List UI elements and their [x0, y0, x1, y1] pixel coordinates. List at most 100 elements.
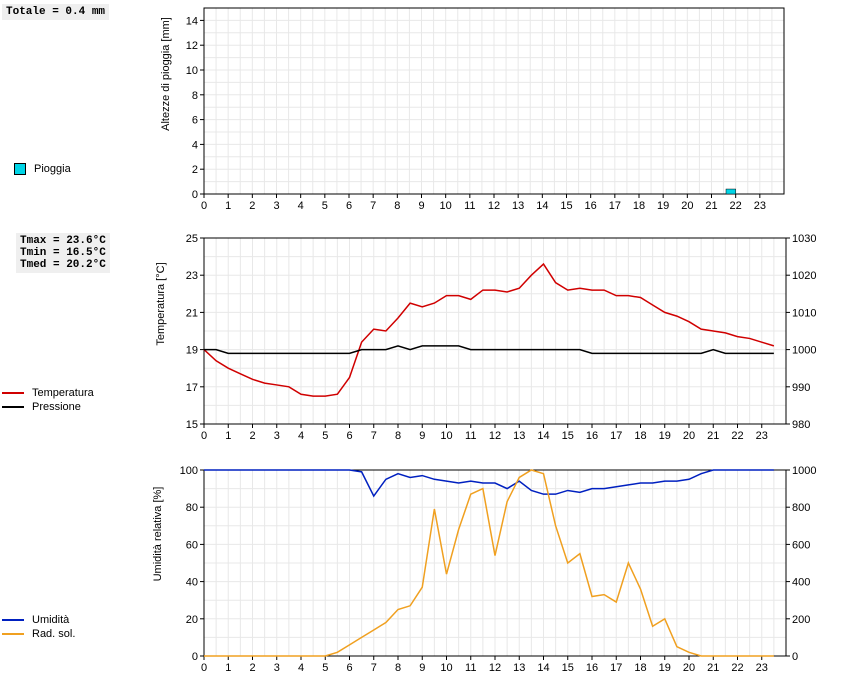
chart2-y-label-left: Temperatura [°C]	[155, 244, 167, 364]
svg-text:22: 22	[731, 662, 743, 674]
rain-total-text: Totale = 0.4 mm	[6, 6, 105, 18]
rain-chart: 0123456789101112131415161718192021222302…	[174, 4, 792, 214]
svg-text:21: 21	[186, 307, 198, 319]
svg-text:12: 12	[186, 40, 198, 52]
svg-text:5: 5	[322, 200, 328, 212]
svg-text:4: 4	[298, 200, 304, 212]
svg-text:13: 13	[513, 430, 525, 442]
svg-text:17: 17	[610, 430, 622, 442]
svg-text:18: 18	[634, 430, 646, 442]
svg-text:2: 2	[249, 430, 255, 442]
legend-temperatura: Temperatura	[2, 387, 94, 399]
svg-text:12: 12	[489, 430, 501, 442]
humidity-rad-chart: 0123456789101112131415161718192021222302…	[174, 466, 826, 676]
temp-stats-box: Tmax = 23.6°C Tmin = 16.5°C Tmed = 20.2°…	[16, 233, 110, 273]
svg-text:1010: 1010	[792, 307, 816, 319]
svg-text:800: 800	[792, 502, 810, 514]
svg-text:1000: 1000	[792, 345, 816, 357]
svg-text:17: 17	[186, 382, 198, 394]
svg-text:3: 3	[274, 662, 280, 674]
legend-temperatura-swatch	[2, 392, 24, 394]
temp-pressure-chart: 0123456789101112131415161718192021222315…	[174, 234, 826, 444]
svg-text:10: 10	[440, 200, 452, 212]
legend-pressione-swatch	[2, 406, 24, 408]
legend-umidita-swatch	[2, 619, 24, 621]
svg-text:10: 10	[186, 65, 198, 77]
legend-pioggia-swatch	[14, 163, 26, 175]
svg-text:1000: 1000	[792, 466, 816, 477]
svg-text:5: 5	[322, 662, 328, 674]
svg-text:23: 23	[186, 270, 198, 282]
svg-text:8: 8	[192, 90, 198, 102]
svg-text:21: 21	[705, 200, 717, 212]
svg-text:10: 10	[440, 662, 452, 674]
svg-text:7: 7	[371, 430, 377, 442]
svg-text:13: 13	[513, 662, 525, 674]
svg-text:17: 17	[609, 200, 621, 212]
svg-text:6: 6	[346, 662, 352, 674]
chart1-y-label: Altezze di pioggia [mm]	[160, 4, 172, 144]
svg-text:0: 0	[192, 189, 198, 201]
svg-text:11: 11	[465, 662, 476, 674]
svg-text:20: 20	[681, 200, 693, 212]
svg-text:12: 12	[489, 662, 501, 674]
svg-text:2: 2	[192, 164, 198, 176]
svg-text:0: 0	[201, 662, 207, 674]
svg-text:11: 11	[465, 430, 476, 442]
svg-text:9: 9	[418, 200, 424, 212]
svg-text:20: 20	[683, 662, 695, 674]
svg-text:20: 20	[186, 614, 198, 626]
svg-text:7: 7	[371, 662, 377, 674]
svg-text:1030: 1030	[792, 234, 816, 245]
svg-text:15: 15	[560, 200, 572, 212]
svg-text:25: 25	[186, 234, 198, 245]
svg-text:1: 1	[225, 200, 231, 212]
chart3-y-label-left: Umidità relativa [%]	[152, 469, 164, 599]
svg-text:13: 13	[512, 200, 524, 212]
svg-text:18: 18	[634, 662, 646, 674]
svg-text:19: 19	[659, 662, 671, 674]
legend-radsol-label: Rad. sol.	[32, 628, 75, 640]
svg-text:4: 4	[192, 139, 198, 151]
svg-text:14: 14	[537, 662, 549, 674]
svg-text:200: 200	[792, 614, 810, 626]
tmin-text: Tmin = 16.5°C	[20, 247, 106, 259]
legend-pressione-label: Pressione	[32, 401, 81, 413]
svg-text:3: 3	[274, 430, 280, 442]
svg-text:7: 7	[370, 200, 376, 212]
svg-text:6: 6	[192, 115, 198, 127]
svg-text:14: 14	[537, 430, 549, 442]
svg-text:6: 6	[346, 200, 352, 212]
tmed-text: Tmed = 20.2°C	[20, 259, 106, 271]
svg-text:9: 9	[419, 430, 425, 442]
svg-text:21: 21	[707, 430, 719, 442]
svg-text:80: 80	[186, 502, 198, 514]
svg-text:11: 11	[464, 200, 475, 212]
svg-text:16: 16	[586, 662, 598, 674]
svg-text:10: 10	[440, 430, 452, 442]
svg-text:12: 12	[488, 200, 500, 212]
svg-text:8: 8	[395, 430, 401, 442]
svg-text:9: 9	[419, 662, 425, 674]
svg-text:4: 4	[298, 662, 304, 674]
svg-text:20: 20	[683, 430, 695, 442]
svg-text:0: 0	[201, 200, 207, 212]
legend-umidita-label: Umidità	[32, 614, 69, 626]
svg-text:23: 23	[756, 662, 768, 674]
svg-text:990: 990	[792, 382, 810, 394]
legend-umidita: Umidità	[2, 614, 69, 626]
svg-text:400: 400	[792, 577, 810, 589]
svg-text:22: 22	[730, 200, 742, 212]
svg-text:0: 0	[792, 651, 798, 663]
svg-text:3: 3	[273, 200, 279, 212]
svg-text:14: 14	[186, 15, 198, 27]
svg-text:15: 15	[186, 419, 198, 431]
svg-text:21: 21	[707, 662, 719, 674]
svg-text:100: 100	[180, 466, 198, 477]
svg-text:60: 60	[186, 539, 198, 551]
svg-text:2: 2	[249, 662, 255, 674]
svg-text:2: 2	[249, 200, 255, 212]
svg-text:23: 23	[756, 430, 768, 442]
svg-text:16: 16	[585, 200, 597, 212]
rain-total-box: Totale = 0.4 mm	[2, 4, 109, 20]
